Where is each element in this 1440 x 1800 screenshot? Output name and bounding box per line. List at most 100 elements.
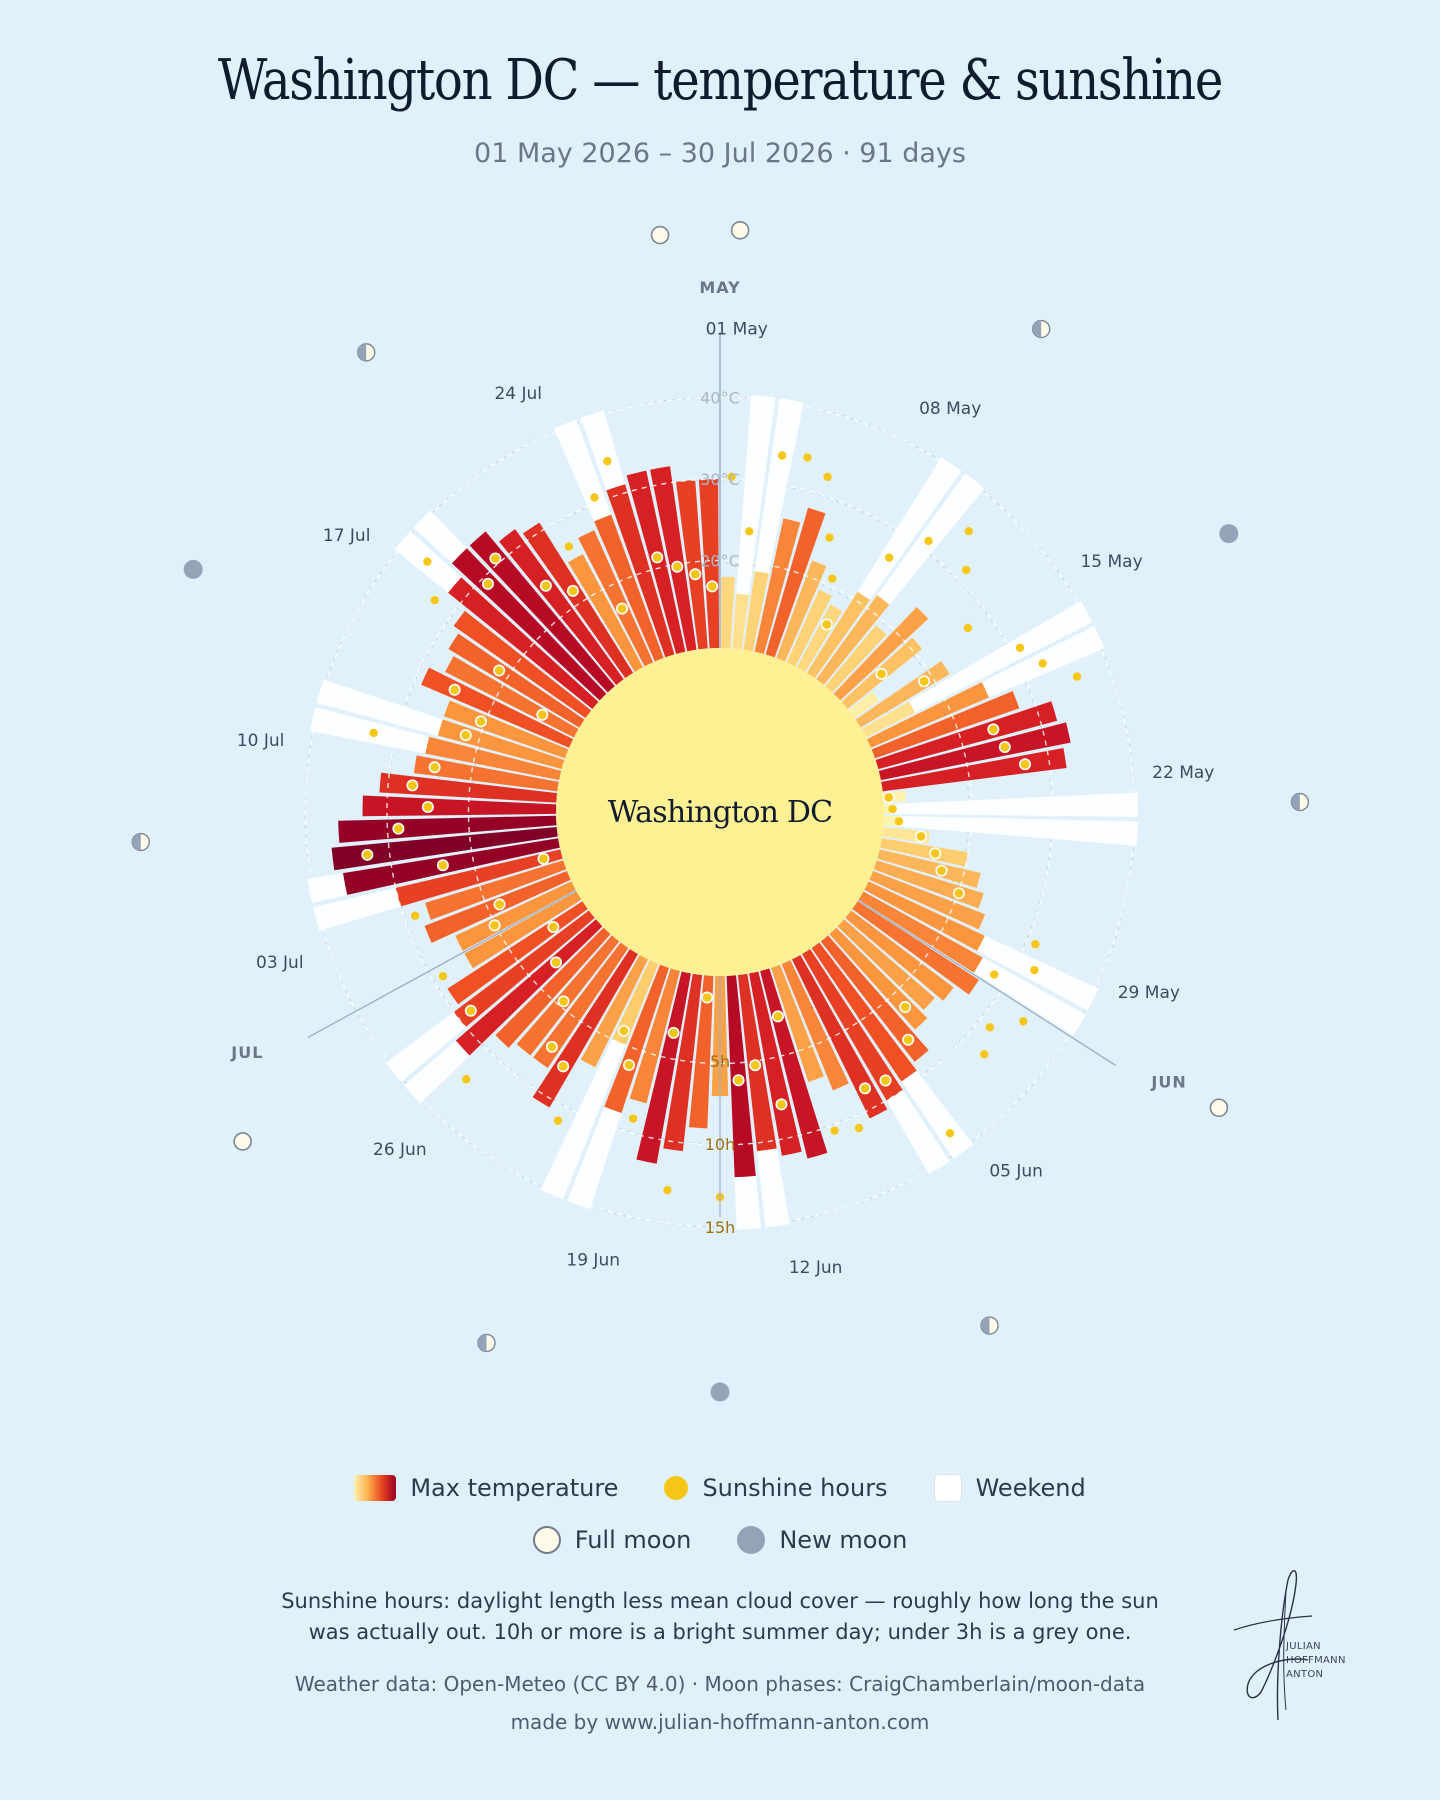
quarter-moon-shadow: [357, 343, 367, 361]
date-label-0: 01 May: [706, 319, 768, 339]
temp-bar-20: [881, 747, 1067, 792]
sunshine-dot-48: [667, 1026, 680, 1039]
sunshine-dot-13: [963, 623, 973, 633]
sunshine-dot-32: [985, 1023, 995, 1032]
temp-tick-1: 30°C: [700, 470, 740, 489]
sunshine-dot-17: [1072, 672, 1082, 681]
sunshine-dot-71: [369, 728, 378, 738]
sunshine-dot-0: [727, 472, 736, 482]
temp-bar-51: [612, 960, 659, 1046]
temp-bar-50: [604, 964, 669, 1113]
temp-bar-11: [833, 607, 929, 701]
temp-bar-5: [776, 560, 827, 662]
legend-full-moon-label: Full moon: [574, 1526, 692, 1554]
sunshine-dot-41: [771, 1010, 784, 1023]
sunshine-dot-49: [628, 1114, 638, 1123]
sunshine-dot-83: [564, 542, 574, 551]
quarter-moon-shadow: [1291, 793, 1300, 811]
temp-bar-63: [425, 860, 567, 920]
temp-bar-60: [464, 891, 582, 969]
legend-row-2: Full moon New moon: [0, 1526, 1440, 1554]
sunshine-dot-42: [775, 1098, 788, 1111]
sunshine-dot-5: [825, 533, 834, 542]
sunshine-dot-81: [539, 579, 552, 592]
quarter-moon-2026-06-21: [477, 1333, 496, 1353]
sunshine-dot-27: [952, 887, 965, 900]
quarter-moon-shadow: [1032, 320, 1042, 338]
temp-bar-15: [861, 701, 916, 738]
temp-bar-85: [594, 514, 664, 662]
sunshine-dot-58: [464, 1004, 477, 1017]
temp-bar-0: [720, 576, 735, 649]
temp-bar-22: [883, 804, 891, 814]
quarter-moon-shadow: [981, 1317, 990, 1335]
temp-tick-0: 20°C: [700, 552, 740, 571]
sunshine-dot-28: [1031, 940, 1040, 949]
date-label-11: 17 Jul: [323, 526, 371, 546]
temp-bar-3: [754, 518, 801, 654]
date-label-8: 26 Jun: [373, 1140, 427, 1160]
temp-bar-65: [343, 838, 560, 895]
signature-text: JULIAN HOFFMANN ANTON: [1286, 1640, 1346, 1682]
temp-bar-46: [688, 975, 714, 1129]
sunshine-dot-21: [882, 791, 895, 804]
temp-bar-52: [580, 954, 649, 1068]
sunshine-dot-77: [430, 596, 439, 605]
data-credit: Weather data: Open-Meteo (CC BY 4.0) · M…: [294, 1672, 1146, 1696]
signature-icon: [1233, 1570, 1313, 1721]
sunshine-dot-43: [749, 1059, 762, 1072]
temp-bar-23: [883, 815, 899, 827]
sunshine-dot-66: [361, 848, 374, 861]
sunshine-dot-4: [823, 472, 832, 482]
sunshine-dot-24: [915, 830, 928, 843]
temp-bar-88: [650, 466, 697, 652]
temp-bar-30: [858, 891, 983, 973]
sunshine-dot-46: [701, 991, 714, 1004]
sunshine-dot-72: [459, 729, 472, 742]
sun-tick-2: 15h: [705, 1218, 736, 1237]
new-moon-2026-06-15: [710, 1382, 730, 1402]
temp-bar-58: [453, 910, 595, 1028]
legend-weekend-label: Weekend: [975, 1474, 1086, 1502]
new-moon-icon: [737, 1526, 766, 1554]
sunshine-dot-swatch: [664, 1476, 689, 1500]
temp-bar-68: [362, 795, 557, 817]
month-label-MAY: MAY: [699, 278, 740, 297]
new-moon-2026-05-16: [1219, 524, 1239, 544]
quarter-moon-2026-05-09: [1031, 319, 1051, 339]
full-moon-2026-07-29: [650, 225, 670, 245]
sunshine-dot-25: [929, 847, 942, 860]
center-label: Washington DC: [608, 795, 833, 830]
temp-bar-28: [869, 871, 986, 930]
quarter-moon-shadow: [478, 1334, 487, 1352]
weekend-bar-2026-05-02: [732, 395, 776, 650]
temp-bar-6: [786, 589, 832, 667]
temp-bar-39: [781, 960, 849, 1091]
temp-bar-86: [606, 484, 675, 658]
sunshine-dot-90: [706, 580, 719, 593]
temp-bar-31: [852, 901, 979, 995]
full-moon-2026-05-31: [1209, 1098, 1229, 1118]
sunshine-dot-61: [488, 919, 501, 932]
sun-tick-0: 5h: [710, 1052, 730, 1071]
sunshine-dot-34: [899, 1001, 912, 1014]
sunshine-dot-39: [854, 1123, 864, 1133]
page-title: Washington DC — temperature & sunshine: [217, 48, 1224, 113]
temp-bar-13: [848, 691, 880, 719]
sunshine-dot-44: [732, 1074, 745, 1087]
legend-full-moon: Full moon: [532, 1526, 692, 1554]
temp-bar-89: [675, 479, 708, 650]
quarter-moon-shadow: [132, 833, 141, 851]
month-line-JUN: [857, 899, 1117, 1067]
sunshine-dot-76: [493, 664, 506, 677]
sunshine-dot-30: [989, 970, 999, 979]
sunshine-dot-62: [493, 898, 506, 911]
temp-bar-42: [749, 971, 802, 1156]
sunshine-dot-1: [744, 527, 754, 536]
sunshine-dot-51: [617, 1024, 630, 1037]
temp-bar-64: [395, 849, 563, 907]
sunshine-dot-38: [859, 1082, 872, 1095]
sunshine-dot-10: [964, 526, 973, 536]
date-labels: 01 May 08 May 15 May 22 May 29 May 05 Jun 12 J…: [237, 319, 1215, 1278]
sunshine-dot-2: [777, 451, 787, 460]
